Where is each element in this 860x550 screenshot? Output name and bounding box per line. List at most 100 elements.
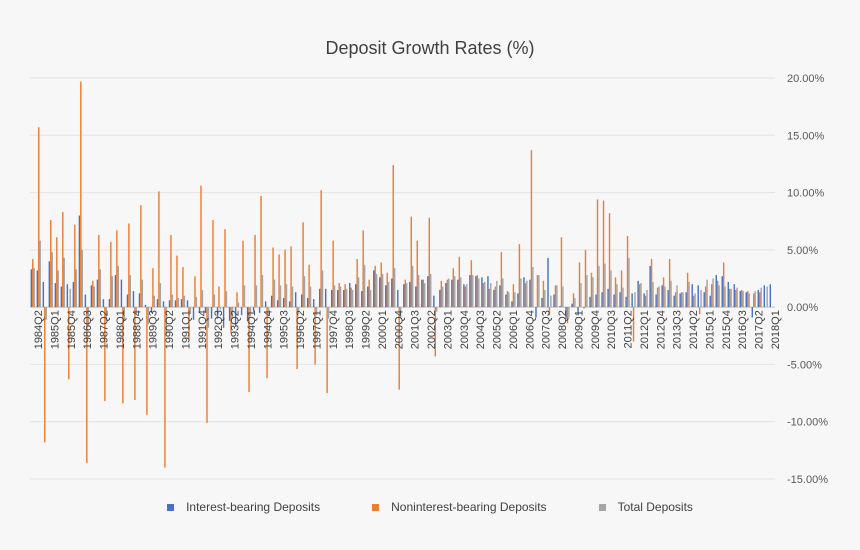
x-tick-label: 2008Q2 (557, 310, 569, 349)
bar-interest-bearing-deposits (288, 301, 291, 308)
bar-interest-bearing-deposits (739, 291, 741, 308)
bar-total-deposits (117, 265, 119, 308)
x-tick-label: 1999Q2 (361, 310, 373, 349)
bar-interest-bearing-deposits (505, 294, 507, 308)
bar-interest-bearing-deposits (228, 307, 231, 321)
bar-noninterest-bearing-deposits (374, 265, 376, 308)
bar-total-deposits (315, 307, 318, 316)
bar-noninterest-bearing-deposits (296, 307, 298, 370)
bar-noninterest-bearing-deposits (722, 262, 725, 308)
bar-noninterest-bearing-deposits (710, 284, 713, 308)
bar-interest-bearing-deposits (264, 301, 267, 308)
bar-total-deposits (454, 276, 456, 308)
bar-interest-bearing-deposits (715, 275, 717, 308)
bar-noninterest-bearing-deposits (740, 289, 743, 308)
bar-interest-bearing-deposits (361, 291, 363, 308)
bar-total-deposits (135, 307, 138, 315)
bar-interest-bearing-deposits (343, 289, 345, 308)
bar-total-deposits (339, 286, 342, 308)
bar-noninterest-bearing-deposits (482, 283, 485, 308)
x-tick-labels: 1984Q2 1985Q1 1985Q4 1986Q3 1987Q2 1988Q1 1988… (33, 310, 782, 349)
bar-total-deposits (490, 283, 492, 308)
bar-interest-bearing-deposits (120, 279, 123, 308)
bar-noninterest-bearing-deposits (650, 259, 653, 308)
bar-interest-bearing-deposits (655, 294, 657, 308)
bar-interest-bearing-deposits (144, 304, 147, 308)
bar-noninterest-bearing-deposits (212, 220, 214, 308)
bar-noninterest-bearing-deposits (206, 307, 208, 423)
bar-interest-bearing-deposits (132, 291, 135, 308)
bar-noninterest-bearing-deposits (644, 295, 647, 308)
bar-total-deposits (93, 286, 95, 308)
bar-noninterest-bearing-deposits (680, 292, 683, 308)
bar-interest-bearing-deposits (583, 307, 585, 309)
bar-total-deposits (634, 292, 636, 308)
bar-interest-bearing-deposits (685, 292, 687, 308)
bar-total-deposits (748, 293, 750, 308)
bar-interest-bearing-deposits (643, 293, 645, 308)
bar-noninterest-bearing-deposits (560, 237, 563, 308)
bar-interest-bearing-deposits (649, 265, 651, 308)
x-tick-label: 2003Q1 (442, 310, 454, 349)
bar-noninterest-bearing-deposits (440, 280, 443, 308)
x-tick-label: 1985Q4 (66, 310, 78, 349)
bar-interest-bearing-deposits (745, 292, 747, 308)
bar-interest-bearing-deposits (763, 285, 766, 308)
bar-noninterest-bearing-deposits (122, 307, 124, 404)
bar-total-deposits (580, 283, 582, 308)
bar-noninterest-bearing-deposits (356, 259, 358, 308)
bar-noninterest-bearing-deposits (50, 220, 52, 308)
bar-total-deposits (63, 257, 65, 308)
x-tick-label: 2016Q3 (737, 310, 749, 349)
bar-interest-bearing-deposits (138, 293, 141, 308)
bar-total-deposits (141, 279, 144, 308)
bar-noninterest-bearing-deposits (116, 230, 118, 308)
legend-label-noninterest-bearing: Noninterest-bearing Deposits (391, 500, 547, 514)
bar-total-deposits (279, 285, 282, 308)
bar-total-deposits (466, 284, 468, 308)
bar-interest-bearing-deposits (331, 289, 333, 308)
bars (30, 81, 772, 468)
bar-total-deposits (429, 273, 432, 308)
x-tick-label: 1997Q4 (328, 310, 340, 349)
y-tick-labels: 20.00% 15.00% 10.00% 5.00% 0.00% -5.00% -10.00… (787, 73, 828, 486)
bar-interest-bearing-deposits (697, 285, 699, 308)
bar-interest-bearing-deposits (246, 307, 249, 321)
bar-interest-bearing-deposits (306, 297, 309, 308)
bar-interest-bearing-deposits (210, 307, 213, 319)
bar-interest-bearing-deposits (673, 295, 675, 308)
bar-noninterest-bearing-deposits (428, 217, 430, 308)
bar-interest-bearing-deposits (589, 296, 591, 308)
bar-noninterest-bearing-deposits (62, 212, 64, 308)
bar-interest-bearing-deposits (661, 285, 663, 308)
bar-total-deposits (496, 280, 498, 308)
bar-noninterest-bearing-deposits (686, 272, 689, 308)
bar-interest-bearing-deposits (42, 281, 45, 308)
legend-label-total: Total Deposits (617, 500, 693, 514)
bar-total-deposits (502, 278, 504, 308)
bar-interest-bearing-deposits (180, 299, 183, 308)
bar-interest-bearing-deposits (385, 285, 387, 308)
bar-total-deposits (213, 294, 216, 308)
x-tick-label: 1988Q1 (115, 310, 127, 349)
bar-noninterest-bearing-deposits (416, 240, 418, 308)
bar-total-deposits (760, 287, 762, 308)
bar-total-deposits (285, 284, 288, 308)
bar-noninterest-bearing-deposits (512, 284, 515, 308)
bar-noninterest-bearing-deposits (260, 196, 262, 308)
bar-noninterest-bearing-deposits (284, 249, 286, 308)
bar-noninterest-bearing-deposits (476, 275, 479, 308)
bar-interest-bearing-deposits (126, 294, 129, 308)
bar-noninterest-bearing-deposits (458, 256, 461, 308)
bar-interest-bearing-deposits (60, 286, 63, 308)
bar-total-deposits (712, 278, 714, 308)
x-tick-label: 1986Q3 (82, 310, 94, 349)
bar-total-deposits (165, 307, 168, 335)
bar-total-deposits (598, 265, 600, 308)
bar-noninterest-bearing-deposits (110, 241, 112, 308)
bar-interest-bearing-deposits (487, 276, 489, 308)
x-tick-label: 2018Q1 (770, 310, 782, 349)
bar-interest-bearing-deposits (72, 281, 75, 308)
bar-total-deposits (405, 283, 408, 308)
bar-interest-bearing-deposits (36, 270, 39, 308)
